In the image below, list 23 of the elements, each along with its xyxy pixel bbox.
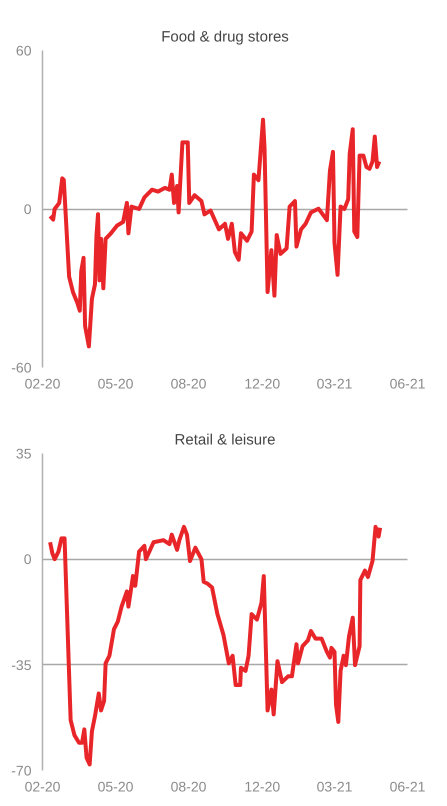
x-tick-label: 02-20 (24, 376, 61, 392)
y-tick-label: -60 (11, 360, 32, 376)
y-tick-label: 60 (16, 42, 32, 58)
x-tick-label: 03-21 (316, 376, 353, 392)
x-tick-label: 06-21 (390, 376, 426, 392)
x-tick-label: 12-20 (244, 778, 280, 794)
y-tick-label: -35 (11, 656, 32, 673)
y-tick-label: -70 (11, 762, 32, 778)
x-tick-label: 03-21 (316, 778, 353, 794)
chart-title: Retail & leisure (174, 432, 276, 448)
x-tick-label: 06-21 (390, 778, 426, 794)
x-tick-label: 05-20 (98, 376, 134, 392)
x-tick-label: 12-20 (244, 376, 280, 392)
chart-title: Food & drug stores (161, 28, 289, 46)
y-tick-label: 0 (24, 201, 32, 217)
x-tick-label: 08-20 (170, 778, 207, 794)
x-tick-label: 02-20 (24, 778, 61, 794)
line-series (48, 524, 382, 766)
y-tick-label: 35 (16, 446, 32, 462)
line-series (48, 118, 382, 348)
y-tick-label: 0 (24, 551, 32, 568)
x-tick-label: 08-20 (170, 376, 207, 392)
x-tick-label: 05-20 (98, 778, 134, 794)
